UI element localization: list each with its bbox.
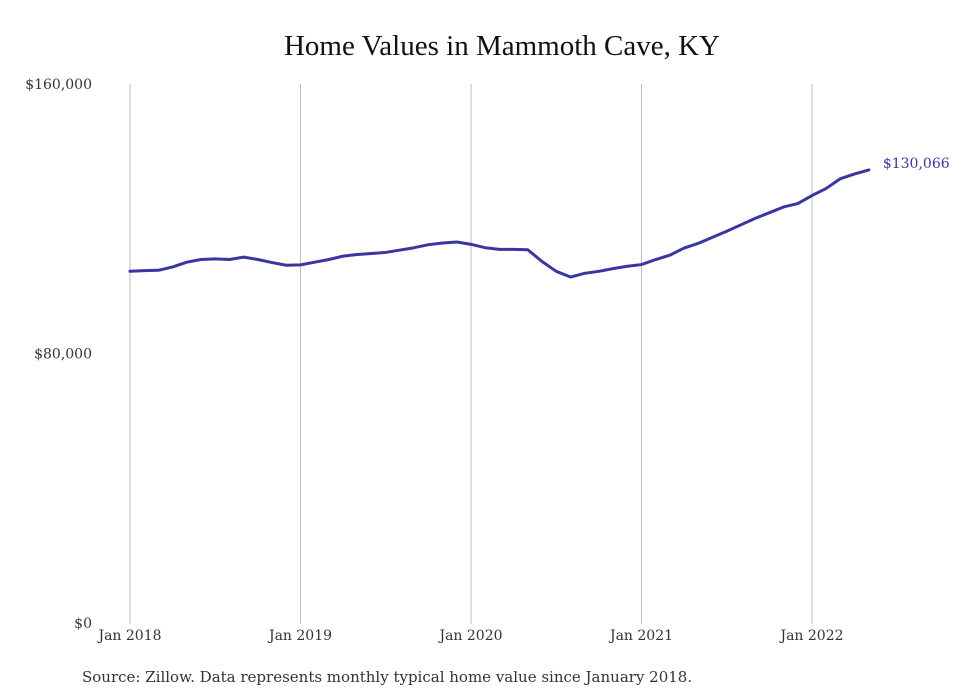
x-tick-label: Jan 2021 bbox=[608, 628, 673, 644]
series-line bbox=[128, 168, 871, 279]
x-axis-ticks: Jan 2018 Jan 2019 Jan 2020 Jan 2021 Jan 2022 bbox=[96, 628, 843, 644]
end-value-label: $130,066 bbox=[883, 156, 950, 172]
chart-title: Home Values in Mammoth Cave, KY bbox=[283, 30, 721, 62]
x-tick-label: Jan 2019 bbox=[267, 628, 332, 644]
y-tick-label: $0 bbox=[74, 616, 92, 632]
x-tick-label: Jan 2018 bbox=[96, 628, 161, 644]
source-note: Source: Zillow. Data represents monthly … bbox=[82, 668, 693, 686]
y-axis-ticks: $0 $80,000 $160,000 bbox=[25, 77, 92, 632]
gridlines bbox=[129, 84, 813, 624]
y-tick-label: $80,000 bbox=[34, 347, 92, 363]
y-tick-label: $160,000 bbox=[25, 77, 92, 93]
x-tick-label: Jan 2020 bbox=[437, 628, 502, 644]
x-tick-label: Jan 2022 bbox=[778, 628, 843, 644]
